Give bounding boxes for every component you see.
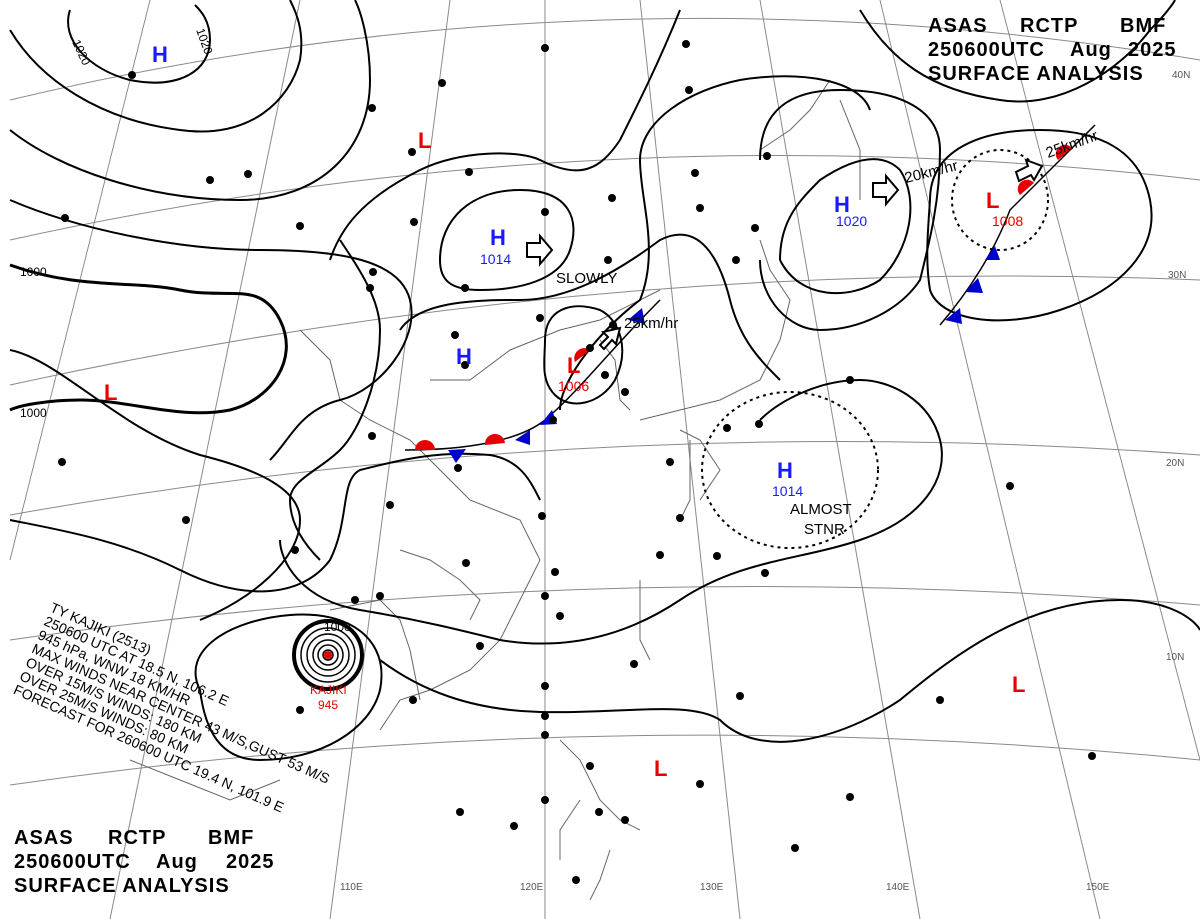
isobar-1016-nw (9, 0, 303, 133)
header-product: ASAS (928, 15, 988, 37)
latitude-label: 40N (1172, 70, 1190, 81)
low-label: L (986, 188, 999, 213)
stationary-front (404, 299, 661, 463)
high-pressure-value: 1020 (836, 213, 867, 229)
typhoon-name: KAJIKI (310, 683, 347, 697)
high-label: H (490, 225, 506, 250)
header-station: RCTP (108, 827, 167, 849)
isobar-1008-pacific (379, 598, 1200, 743)
longitude-label: 130E (700, 882, 724, 893)
high-label: H (777, 458, 793, 483)
isobar-north-big (559, 75, 871, 411)
latitude-label: 30N (1168, 270, 1186, 281)
longitude-label: 150E (1086, 882, 1110, 893)
isobar-mid-ring (399, 233, 781, 381)
typhoon-labels: KAJIKI 945 (310, 683, 347, 712)
low-pressure-value: 1008 (992, 213, 1023, 229)
isobar-1012-central (288, 239, 382, 561)
header-station: RCTP (1020, 15, 1079, 37)
longitude-label: 110E (340, 882, 363, 893)
high-pressure-value: 1014 (772, 483, 803, 499)
high-label: H (152, 42, 168, 67)
ne-front (939, 124, 1096, 326)
isobar-1008-west (9, 199, 413, 461)
isobar-typhoon-outer (194, 613, 383, 762)
high-label: H (456, 344, 472, 369)
low-label: L (567, 353, 580, 378)
isobar-value: 1000 (20, 265, 47, 279)
typhoon-rings (292, 619, 364, 691)
latitude-label: 10N (1166, 652, 1184, 663)
arrow-slowly (526, 233, 554, 267)
isobar-china-north (329, 9, 681, 261)
header-code: BMF (208, 827, 255, 849)
isobar-1008-south (9, 452, 541, 593)
typhoon-center-marker (324, 651, 332, 659)
isobar-h1014-north (439, 188, 575, 292)
header-month: Aug (1070, 39, 1112, 61)
movement-almost: ALMOST (790, 501, 852, 518)
high-label: H (834, 192, 850, 217)
header-product: ASAS (14, 827, 74, 849)
low-label: L (654, 756, 667, 781)
movement-stnr: STNR (804, 521, 845, 538)
isobar-1020-nw (67, 4, 212, 84)
typhoon-pressure: 945 (318, 698, 338, 712)
latitude-label: 20N (1166, 458, 1184, 469)
isobar-1004-west (9, 349, 302, 621)
isobar-value: 1000 (20, 406, 47, 420)
arrow-25kmhr-ne (1014, 158, 1044, 183)
movement-speed: 25km/hr (624, 315, 678, 332)
header-bottom: ASAS RCTP BMF 250600UTC Aug 2025 SURFACE… (14, 826, 314, 898)
header-code: BMF (1120, 15, 1167, 37)
isobar-h1020 (779, 158, 912, 295)
arrow-20kmhr (872, 173, 900, 207)
grid-labels: 110E 120E 130E 140E 150E 40N 30N 20N 10N (340, 70, 1190, 893)
isobar-l1006 (543, 305, 624, 405)
movement-slowly: SLOWLY (556, 270, 617, 287)
header-time: 250600UTC (928, 39, 1045, 61)
isobar-ne-low (926, 128, 1153, 322)
low-label: L (418, 128, 431, 153)
low-label: L (104, 380, 117, 405)
isobar-ne-outer (759, 88, 942, 332)
low-label: L (1012, 672, 1025, 697)
longitude-label: 140E (886, 882, 910, 893)
header-year: 2025 (1128, 39, 1177, 61)
isobar-1004-china (279, 378, 943, 645)
header-title: SURFACE ANALYSIS (14, 875, 230, 897)
pressure-systems: H L L H 1014 H L 1006 H 1020 L 1008 H 10… (104, 42, 1025, 781)
low-pressure-value: 1006 (558, 378, 589, 394)
header-year: 2025 (226, 851, 275, 873)
isobar-1012-nw (9, 0, 372, 202)
stations (58, 40, 1096, 884)
isobar-1000-west (9, 263, 288, 415)
header-title: SURFACE ANALYSIS (928, 63, 1144, 85)
header-time: 250600UTC (14, 851, 131, 873)
arrow-25kmhr-mid (598, 326, 622, 351)
header-top: ASAS RCTP BMF 250600UTC Aug 2025 SURFACE… (928, 14, 1188, 86)
coastlines (129, 79, 861, 901)
isobars (9, 0, 1200, 762)
high-pressure-value: 1014 (480, 251, 511, 267)
isobar-value: 1020 (193, 26, 215, 56)
lat-lon-grid (9, 0, 1200, 919)
movement-arrows (526, 158, 1044, 351)
typhoon-isobar-value: 1000 (324, 620, 351, 634)
longitude-label: 120E (520, 882, 544, 893)
header-month: Aug (156, 851, 198, 873)
dotted-isobars (701, 149, 1049, 549)
isobar-value: 1020 (69, 37, 93, 67)
isobar-ne-big (859, 0, 1176, 103)
movement-speed: 20km/hr (903, 157, 960, 187)
